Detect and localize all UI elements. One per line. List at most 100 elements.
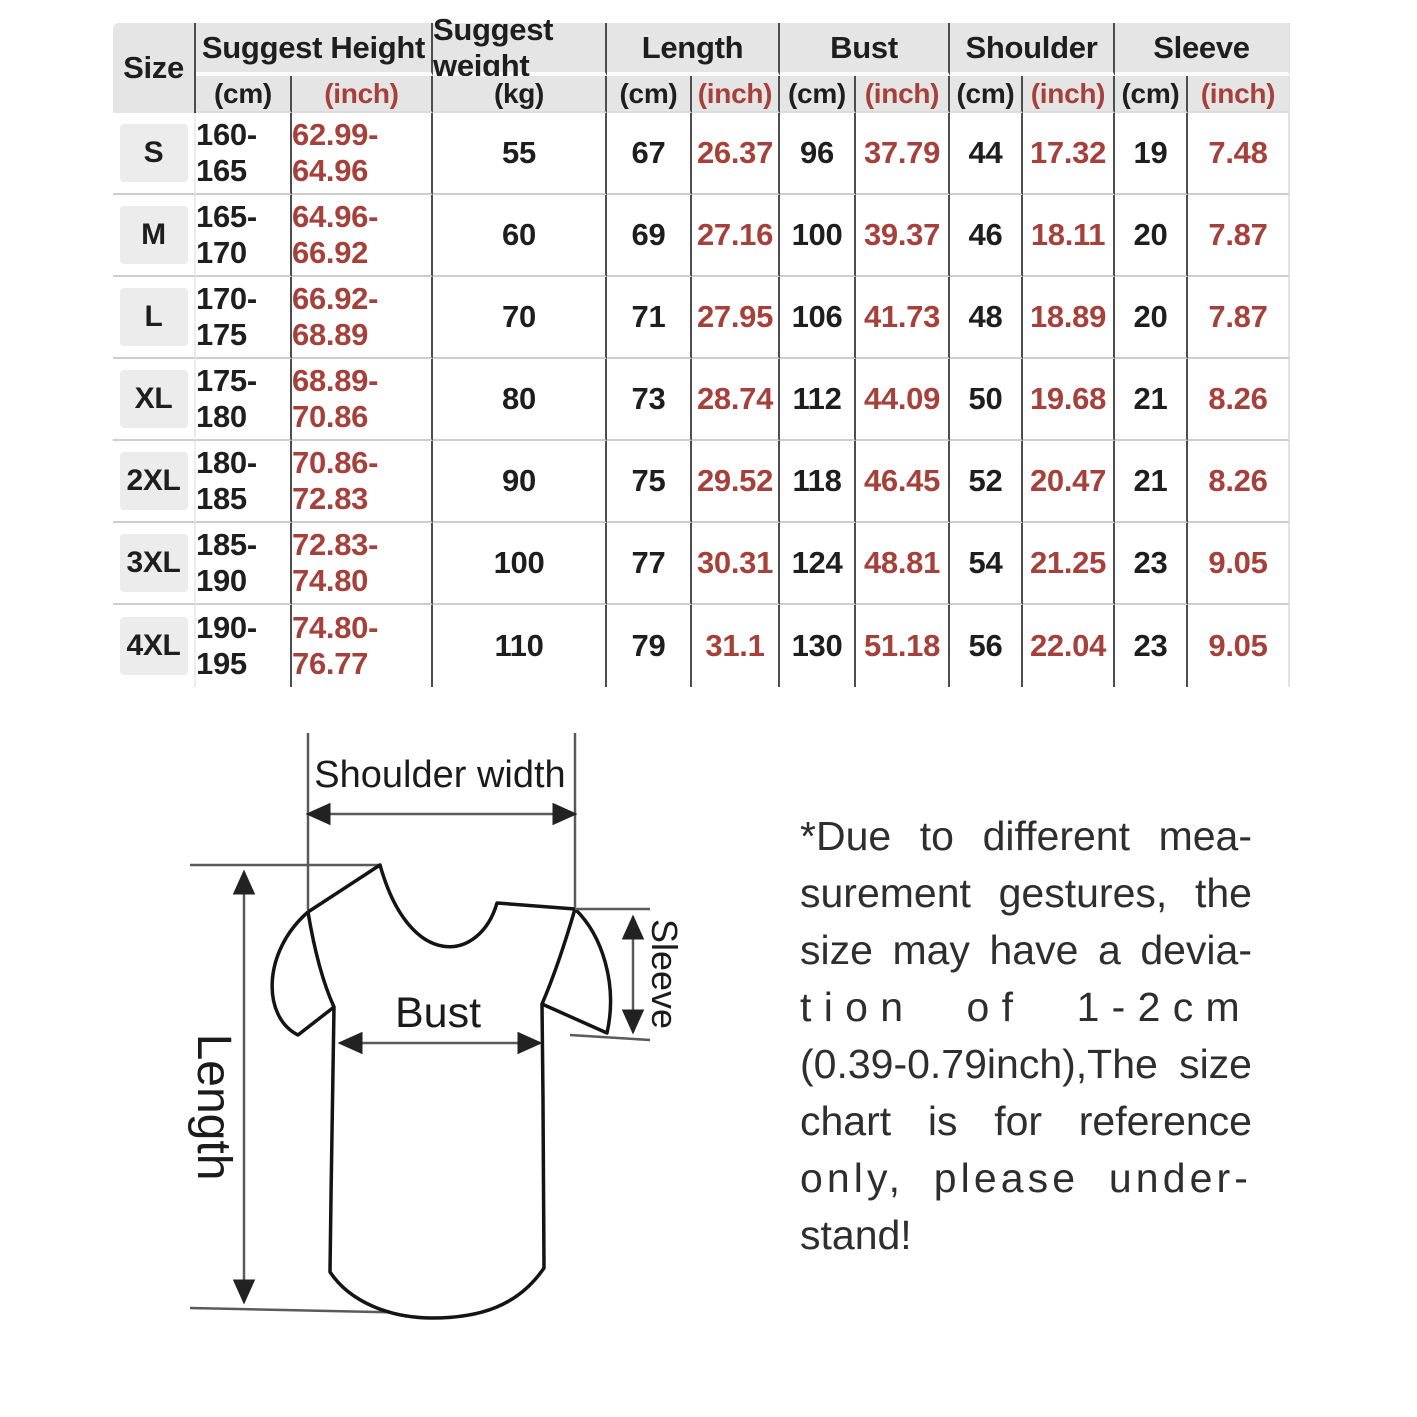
- size-label: XL: [119, 370, 188, 428]
- cell-height-inch: 66.92-68.89: [292, 277, 433, 359]
- cell-length-inch: 26.37: [692, 113, 780, 195]
- cell-shoulder-cm: 52: [950, 441, 1023, 523]
- cell-shoulder-cm: 54: [950, 523, 1023, 605]
- size-label: M: [119, 206, 188, 264]
- note-line: tion of 1-2cm: [800, 984, 1252, 1030]
- size-disclaimer-note: *Due to different mea- surement gestures…: [800, 808, 1252, 1264]
- size-cell: S: [113, 113, 196, 195]
- cell-height-cm: 185-190: [196, 523, 292, 605]
- cell-bust-cm: 112: [780, 359, 856, 441]
- col-header-sleeve: Sleeve: [1115, 23, 1290, 76]
- sleeve-bottom-tick: [569, 1033, 651, 1042]
- cell-length-cm: 73: [607, 359, 692, 441]
- col-header-suggest-weight: Suggest weight: [433, 12, 607, 83]
- size-label: 4XL: [119, 617, 188, 675]
- cell-weight-kg: 60: [433, 195, 607, 277]
- tshirt-body-path: [270, 863, 613, 1320]
- cell-height-cm: 175-180: [196, 359, 292, 441]
- note-line: (0.39-0.79inch),The size: [800, 1041, 1252, 1087]
- cell-weight-kg: 55: [433, 113, 607, 195]
- size-label: 2XL: [119, 452, 188, 510]
- col-header-bust: Bust: [780, 23, 950, 76]
- length-label: Length: [187, 1034, 240, 1181]
- cell-length-cm: 71: [607, 277, 692, 359]
- unit-header-weight-kg: (kg): [433, 76, 607, 113]
- cell-sleeve-cm: 23: [1115, 523, 1188, 605]
- cell-length-cm: 79: [607, 605, 692, 687]
- cell-sleeve-cm: 20: [1115, 195, 1188, 277]
- cell-weight-kg: 80: [433, 359, 607, 441]
- cell-bust-cm: 124: [780, 523, 856, 605]
- cell-length-cm: 69: [607, 195, 692, 277]
- cell-sleeve-inch: 8.26: [1188, 441, 1290, 523]
- cell-bust-cm: 106: [780, 277, 856, 359]
- size-cell: L: [113, 277, 196, 359]
- size-table: Size Suggest Height Suggest weight Lengt…: [113, 12, 1290, 687]
- note-line: size may have a devia-: [800, 927, 1252, 973]
- cell-length-inch: 27.16: [692, 195, 780, 277]
- cell-height-inch: 62.99-64.96: [292, 113, 433, 195]
- cell-sleeve-inch: 7.87: [1188, 277, 1290, 359]
- cell-sleeve-cm: 20: [1115, 277, 1188, 359]
- cell-shoulder-cm: 50: [950, 359, 1023, 441]
- cell-bust-inch: 46.45: [856, 441, 950, 523]
- cell-height-inch: 72.83-74.80: [292, 523, 433, 605]
- cell-sleeve-inch: 9.05: [1188, 523, 1290, 605]
- cell-height-inch: 74.80-76.77: [292, 605, 433, 687]
- right-armhole-seam: [540, 908, 577, 1005]
- cell-height-inch: 68.89-70.86: [292, 359, 433, 441]
- cell-weight-kg: 70: [433, 277, 607, 359]
- cell-bust-cm: 130: [780, 605, 856, 687]
- cell-bust-inch: 37.79: [856, 113, 950, 195]
- cell-shoulder-inch: 21.25: [1023, 523, 1115, 605]
- cell-sleeve-cm: 21: [1115, 359, 1188, 441]
- cell-length-cm: 67: [607, 113, 692, 195]
- cell-shoulder-inch: 22.04: [1023, 605, 1115, 687]
- col-header-suggest-height: Suggest Height: [196, 23, 433, 76]
- cell-weight-kg: 110: [433, 605, 607, 687]
- cell-bust-cm: 100: [780, 195, 856, 277]
- cell-length-inch: 28.74: [692, 359, 780, 441]
- size-cell: 2XL: [113, 441, 196, 523]
- tshirt-measurement-diagram: Shoulder width Bust Sleeve Length: [187, 733, 685, 1320]
- cell-length-inch: 27.95: [692, 277, 780, 359]
- unit-header-length-cm: (cm): [607, 76, 692, 113]
- col-header-shoulder: Shoulder: [950, 23, 1115, 76]
- size-label: L: [119, 288, 188, 346]
- size-label: S: [119, 124, 188, 182]
- cell-sleeve-cm: 23: [1115, 605, 1188, 687]
- cell-shoulder-cm: 44: [950, 113, 1023, 195]
- size-label: 3XL: [119, 534, 188, 592]
- shoulder-width-label: Shoulder width: [314, 754, 565, 796]
- left-armhole-seam: [306, 911, 336, 1008]
- note-line: *Due to different mea-: [800, 813, 1252, 859]
- cell-height-cm: 190-195: [196, 605, 292, 687]
- size-cell: 4XL: [113, 605, 196, 687]
- cell-length-cm: 75: [607, 441, 692, 523]
- col-header-length: Length: [607, 23, 780, 76]
- unit-header-shoulder-inch: (inch): [1023, 76, 1115, 113]
- cell-bust-inch: 44.09: [856, 359, 950, 441]
- note-line: stand!: [800, 1212, 912, 1258]
- note-line: chart is for reference: [800, 1098, 1252, 1144]
- cell-shoulder-inch: 18.89: [1023, 277, 1115, 359]
- unit-header-sleeve-inch: (inch): [1188, 76, 1290, 113]
- cell-height-cm: 160-165: [196, 113, 292, 195]
- cell-shoulder-inch: 18.11: [1023, 195, 1115, 277]
- unit-header-height-cm: (cm): [196, 76, 292, 113]
- bust-label: Bust: [395, 989, 481, 1037]
- tshirt-outline: [270, 863, 613, 1320]
- cell-shoulder-cm: 56: [950, 605, 1023, 687]
- cell-shoulder-inch: 20.47: [1023, 441, 1115, 523]
- cell-bust-cm: 118: [780, 441, 856, 523]
- cell-height-inch: 64.96-66.92: [292, 195, 433, 277]
- note-line: only, please under-: [800, 1155, 1252, 1201]
- unit-header-sleeve-cm: (cm): [1115, 76, 1188, 113]
- unit-header-shoulder-cm: (cm): [950, 76, 1023, 113]
- cell-weight-kg: 90: [433, 441, 607, 523]
- cell-length-cm: 77: [607, 523, 692, 605]
- cell-length-inch: 29.52: [692, 441, 780, 523]
- unit-header-height-inch: (inch): [292, 76, 433, 113]
- cell-weight-kg: 100: [433, 523, 607, 605]
